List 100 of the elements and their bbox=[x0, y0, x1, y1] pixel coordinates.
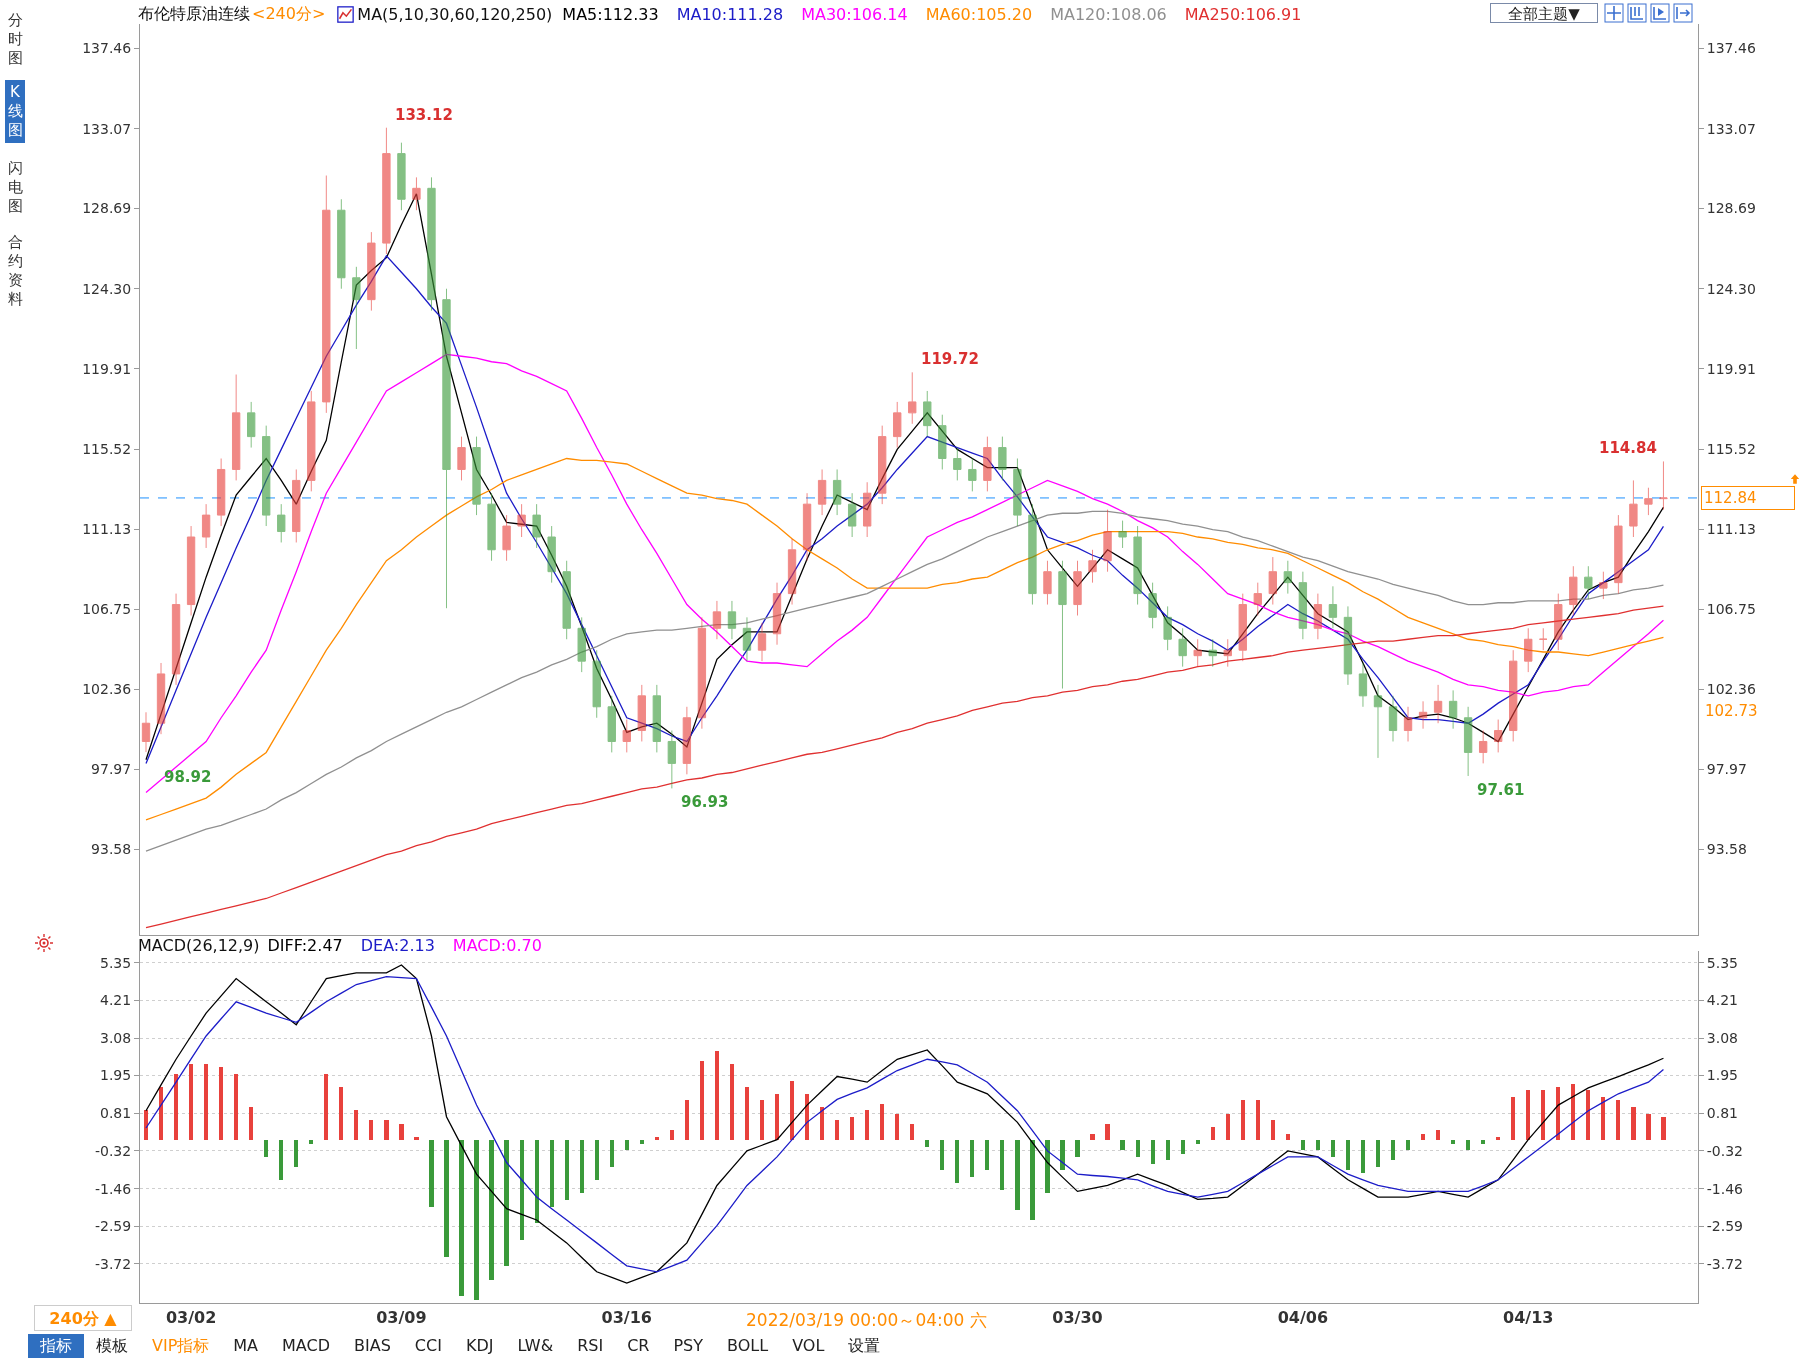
candlestick bbox=[1178, 627, 1187, 668]
y2-tick-label: 137.46 bbox=[1706, 40, 1756, 57]
y-tick-label: 0.81 bbox=[100, 1105, 132, 1122]
bar bbox=[204, 1063, 209, 1141]
candlestick bbox=[592, 649, 601, 719]
y2-tick-label: 4.21 bbox=[1706, 992, 1738, 1009]
bar bbox=[1466, 1140, 1471, 1151]
candlestick bbox=[1644, 487, 1653, 516]
candlestick bbox=[292, 468, 301, 543]
candlestick bbox=[1524, 627, 1533, 673]
candlestick bbox=[1223, 638, 1232, 668]
candlestick bbox=[201, 503, 211, 549]
bar bbox=[1180, 1140, 1185, 1154]
candlestick bbox=[457, 436, 466, 481]
candlestick bbox=[247, 401, 256, 449]
candlestick bbox=[968, 458, 977, 492]
candlestick bbox=[1088, 549, 1097, 584]
text: BOLL bbox=[726, 1335, 770, 1357]
bar bbox=[835, 1120, 840, 1141]
candlestick bbox=[862, 481, 872, 538]
y2-tick-label: 102.36 bbox=[1706, 681, 1756, 698]
y2-tick-label: 106.75 bbox=[1706, 601, 1756, 618]
bar bbox=[324, 1073, 329, 1141]
candlestick bbox=[1058, 560, 1067, 690]
y-tick-label: 119.91 bbox=[82, 360, 132, 377]
candlestick bbox=[1013, 458, 1022, 527]
candlestick bbox=[727, 600, 737, 640]
y-tick-label: 111.13 bbox=[82, 521, 132, 538]
bar bbox=[1315, 1140, 1320, 1151]
candlestick bbox=[337, 198, 346, 290]
text: MA10:111.28 bbox=[676, 5, 784, 24]
bar bbox=[895, 1113, 900, 1141]
text: MA30:106.14 bbox=[801, 5, 908, 24]
candlestick bbox=[216, 458, 226, 527]
y2-tick-label: 0.81 bbox=[1706, 1105, 1738, 1122]
candlestick bbox=[1373, 684, 1383, 759]
candlestick bbox=[547, 525, 556, 584]
candlestick bbox=[742, 616, 752, 662]
bar bbox=[579, 1140, 584, 1194]
bar bbox=[1075, 1140, 1080, 1157]
y2-tick-label: 93.58 bbox=[1706, 841, 1747, 858]
text: VIP指标 bbox=[151, 1335, 211, 1357]
candlestick bbox=[1614, 514, 1623, 595]
line-series bbox=[145, 353, 1665, 794]
candlestick bbox=[1148, 582, 1157, 629]
annotation: MACD:0.70 bbox=[452, 936, 542, 955]
bar bbox=[1150, 1140, 1155, 1164]
bar bbox=[985, 1140, 990, 1171]
candlestick bbox=[1584, 565, 1593, 600]
candlestick bbox=[1418, 700, 1428, 730]
text: KDJ bbox=[464, 1335, 495, 1357]
candlestick bbox=[577, 616, 586, 673]
text: 240分 ▲ bbox=[34, 1305, 132, 1331]
y2-tick-label: 128.69 bbox=[1706, 200, 1756, 217]
text: 102.73 bbox=[1705, 702, 1758, 720]
candlestick bbox=[817, 468, 827, 516]
bar bbox=[384, 1120, 389, 1141]
candlestick bbox=[262, 425, 271, 527]
y2-tick-label: -0.32 bbox=[1706, 1142, 1744, 1159]
candlestick bbox=[186, 525, 196, 617]
text: RSI bbox=[576, 1335, 605, 1357]
bar bbox=[504, 1140, 509, 1267]
candlestick bbox=[772, 582, 782, 646]
text: 闪电图 bbox=[6, 158, 24, 217]
candlestick bbox=[1073, 560, 1082, 617]
y2-tick-label: -3.72 bbox=[1706, 1255, 1744, 1272]
candlestick bbox=[938, 414, 947, 470]
candlestick bbox=[847, 492, 857, 538]
y2-tick-label: 5.35 bbox=[1706, 954, 1738, 971]
candlestick bbox=[1133, 525, 1142, 606]
candlestick bbox=[412, 176, 421, 211]
y2-tick-label: 3.08 bbox=[1706, 1029, 1738, 1046]
y-tick-label: 4.21 bbox=[100, 992, 132, 1009]
bar bbox=[519, 1140, 524, 1240]
y-tick-label: 137.46 bbox=[82, 40, 132, 57]
bar bbox=[234, 1073, 239, 1141]
candlestick bbox=[953, 447, 962, 481]
series-label: DIFF:2.47 bbox=[267, 936, 343, 955]
y-tick-label: 3.08 bbox=[100, 1029, 132, 1046]
candlestick bbox=[442, 288, 451, 609]
y-tick-label: 106.75 bbox=[82, 601, 132, 618]
candlestick bbox=[1043, 560, 1052, 606]
text: PSY bbox=[672, 1335, 705, 1357]
candlestick bbox=[231, 374, 241, 481]
candlestick bbox=[607, 695, 616, 753]
text: BIAS bbox=[353, 1335, 392, 1357]
candlestick bbox=[1208, 638, 1217, 668]
y-tick-label: 115.52 bbox=[82, 440, 132, 457]
bar bbox=[955, 1140, 960, 1184]
y-tick-label: 133.07 bbox=[82, 120, 132, 137]
line-series bbox=[145, 510, 1665, 852]
x-tick-label: 03/30 bbox=[1052, 1308, 1103, 1328]
bar bbox=[1435, 1130, 1441, 1141]
bar bbox=[850, 1117, 855, 1141]
candlestick bbox=[427, 176, 436, 312]
annotation: 97.61 bbox=[1477, 781, 1525, 799]
bar bbox=[1511, 1097, 1516, 1141]
bar bbox=[1240, 1100, 1245, 1141]
candlestick bbox=[637, 684, 646, 742]
candlestick bbox=[1103, 509, 1112, 573]
